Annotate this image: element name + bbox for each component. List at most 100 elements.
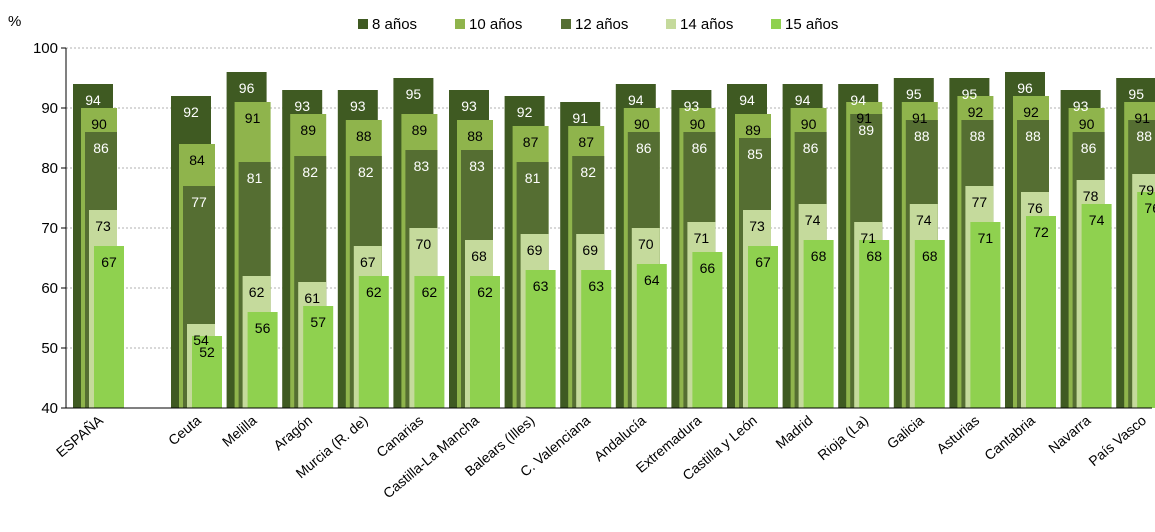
data-label: 93 [461,98,477,114]
legend: 8 años 10 años 12 años 14 años 15 años [358,16,838,33]
legend-entry: 10 años [469,16,522,33]
data-label: 74 [805,212,821,228]
data-label: 76 [1144,200,1155,216]
bars [73,72,1155,408]
bar-15-años [1081,204,1112,408]
y-tick-label: 60 [41,280,58,297]
bar-15-años [1137,192,1155,408]
y-tick-label: 50 [41,340,58,357]
data-label: 52 [199,344,215,360]
bar-15-años [914,240,945,408]
data-label: 74 [916,212,932,228]
x-category-label: Asturias [933,412,982,457]
data-label: 62 [422,284,438,300]
data-label: 76 [1027,200,1043,216]
data-label: 93 [1073,98,1089,114]
legend-entry: 14 años [680,16,733,33]
data-label: 82 [302,164,318,180]
data-label: 63 [533,278,549,294]
data-label: 90 [634,116,650,132]
y-tick-label: 80 [41,160,58,177]
data-label: 94 [628,92,644,108]
y-tick-label: 90 [41,100,58,117]
data-label: 94 [850,92,866,108]
data-label: 62 [477,284,493,300]
legend-entry: 15 años [785,16,838,33]
data-label: 81 [247,170,263,186]
data-label: 83 [414,158,430,174]
bar-15-años [581,270,612,408]
data-label: 68 [922,248,938,264]
x-category-label: Melilla [219,412,260,450]
data-label: 68 [866,248,882,264]
data-label: 88 [356,128,372,144]
data-label: 96 [1017,80,1033,96]
data-label: 71 [860,230,876,246]
x-category-label: País Vasco [1085,412,1149,469]
legend-entry: 12 años [575,16,628,33]
data-label: 67 [101,254,117,270]
data-label: 78 [1083,188,1099,204]
data-label: 86 [692,140,708,156]
data-label: 84 [189,152,205,168]
data-label: 82 [358,164,374,180]
bar-15-años [247,312,278,408]
data-label: 86 [1081,140,1097,156]
legend-swatch [771,19,781,29]
data-label: 87 [523,134,539,150]
data-label: 68 [471,248,487,264]
data-label: 70 [638,236,654,252]
data-label: 95 [1128,86,1144,102]
data-label: 95 [406,86,422,102]
legend-swatch [455,19,465,29]
data-label: 89 [300,122,316,138]
data-label: 73 [95,218,111,234]
x-category-label: Castilla-La Mancha [380,412,482,501]
data-label: 94 [795,92,811,108]
data-label: 91 [572,110,588,126]
data-label: 91 [1134,110,1150,126]
data-label: 68 [811,248,827,264]
bar-15-años [748,246,778,408]
bar-15-años [525,270,556,408]
x-category-label: Galicia [884,412,927,452]
data-label: 93 [350,98,366,114]
bar-15-años [414,276,445,408]
data-label: 79 [1138,182,1154,198]
x-category-label: Madrid [772,412,815,452]
y-axis-unit-label: % [8,13,21,30]
data-label: 88 [970,128,986,144]
x-category-label: Rioja (La) [814,412,871,463]
bar-15-años [94,246,124,408]
data-label: 77 [191,194,207,210]
data-label: 90 [690,116,706,132]
data-label: 90 [801,116,817,132]
data-label: 90 [91,116,107,132]
data-label: 63 [588,278,604,294]
data-label: 92 [968,104,984,120]
data-label: 77 [972,194,988,210]
data-label: 91 [856,110,872,126]
data-label: 86 [803,140,819,156]
x-category-label: Aragón [270,412,315,453]
data-label: 70 [416,236,432,252]
bar-15-años [358,276,389,408]
data-label: 88 [1025,128,1041,144]
data-label: 67 [755,254,771,270]
data-label: 89 [412,122,428,138]
data-label: 91 [912,110,928,126]
data-label: 67 [360,254,376,270]
data-label: 87 [578,134,594,150]
bar-15-años [803,240,834,408]
data-label: 96 [239,80,255,96]
bar-15-años [192,336,222,408]
x-category-label: Navarra [1045,412,1094,456]
legend-swatch [666,19,676,29]
data-label: 86 [636,140,652,156]
y-axis-ticks: 40 50 60 70 80 90 100 [33,40,66,417]
data-label: 69 [527,242,543,258]
data-label: 95 [962,86,978,102]
